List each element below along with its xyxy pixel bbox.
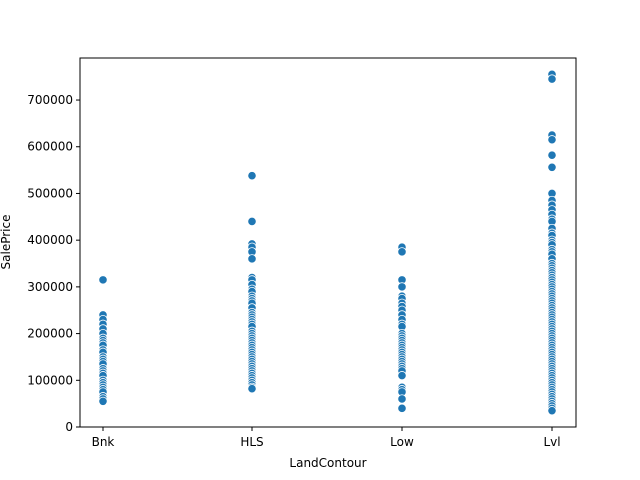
data-point bbox=[397, 394, 407, 404]
y-tick-label: 500000 bbox=[27, 186, 73, 200]
y-tick-label: 0 bbox=[65, 420, 73, 434]
y-tick-label: 300000 bbox=[27, 280, 73, 294]
y-tick-label: 200000 bbox=[27, 327, 73, 341]
y-axis: 0 100000 200000 300000 400000 500000 600000 700… bbox=[27, 93, 80, 434]
data-point bbox=[247, 216, 257, 227]
x-tick-label: Bnk bbox=[92, 435, 115, 449]
data-point bbox=[247, 171, 257, 181]
data-point bbox=[397, 403, 407, 413]
y-tick-label: 700000 bbox=[27, 93, 73, 107]
data-point bbox=[547, 74, 557, 84]
data-point bbox=[547, 135, 557, 145]
data-point bbox=[397, 371, 407, 381]
x-tick-label: Lvl bbox=[543, 435, 560, 449]
data-point bbox=[547, 406, 557, 416]
data-point bbox=[397, 247, 407, 257]
x-axis-label: LandContour bbox=[289, 456, 366, 470]
data-points bbox=[98, 69, 557, 416]
data-point bbox=[98, 396, 108, 406]
data-point bbox=[247, 254, 257, 264]
y-tick-label: 100000 bbox=[27, 373, 73, 387]
y-axis-label: SalePrice bbox=[0, 215, 13, 270]
x-tick-label: Low bbox=[390, 435, 414, 449]
data-point bbox=[547, 162, 557, 172]
plot-frame bbox=[79, 57, 577, 428]
data-point bbox=[397, 282, 407, 292]
x-axis: Bnk HLS Low Lvl bbox=[92, 427, 561, 449]
data-point bbox=[547, 150, 557, 160]
y-tick-label: 400000 bbox=[27, 233, 73, 247]
data-point bbox=[247, 384, 257, 394]
y-tick-label: 600000 bbox=[27, 140, 73, 154]
x-tick-label: HLS bbox=[240, 435, 263, 449]
data-point bbox=[98, 275, 108, 285]
